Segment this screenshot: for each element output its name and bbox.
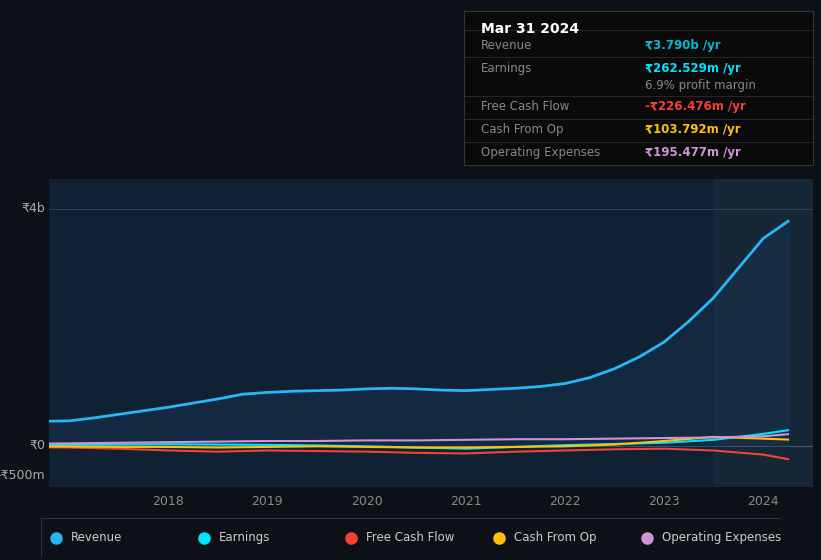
Bar — [713, 179, 813, 487]
Text: 2023: 2023 — [649, 494, 680, 508]
Text: -₹500m: -₹500m — [0, 469, 45, 482]
Text: 2022: 2022 — [549, 494, 580, 508]
Text: 2021: 2021 — [450, 494, 482, 508]
Text: -₹226.476m /yr: -₹226.476m /yr — [645, 100, 746, 113]
Text: ₹4b: ₹4b — [21, 202, 45, 215]
Text: 6.9% profit margin: 6.9% profit margin — [645, 78, 756, 92]
Text: ₹262.529m /yr: ₹262.529m /yr — [645, 62, 741, 74]
Text: Revenue: Revenue — [481, 39, 533, 52]
Text: ₹0: ₹0 — [30, 439, 45, 452]
Text: Cash From Op: Cash From Op — [514, 531, 596, 544]
Text: Free Cash Flow: Free Cash Flow — [481, 100, 570, 113]
Text: Free Cash Flow: Free Cash Flow — [366, 531, 455, 544]
Text: Revenue: Revenue — [71, 531, 122, 544]
Text: Mar 31 2024: Mar 31 2024 — [481, 22, 580, 36]
Text: 2020: 2020 — [351, 494, 383, 508]
Text: ₹103.792m /yr: ₹103.792m /yr — [645, 123, 741, 136]
Text: 2019: 2019 — [251, 494, 283, 508]
Text: Earnings: Earnings — [481, 62, 533, 74]
Text: 2024: 2024 — [747, 494, 779, 508]
Text: Cash From Op: Cash From Op — [481, 123, 564, 136]
Text: ₹195.477m /yr: ₹195.477m /yr — [645, 146, 741, 160]
Text: 2018: 2018 — [153, 494, 184, 508]
Text: Operating Expenses: Operating Expenses — [662, 531, 781, 544]
Text: Earnings: Earnings — [218, 531, 270, 544]
Text: Operating Expenses: Operating Expenses — [481, 146, 600, 160]
Text: ₹3.790b /yr: ₹3.790b /yr — [645, 39, 721, 52]
